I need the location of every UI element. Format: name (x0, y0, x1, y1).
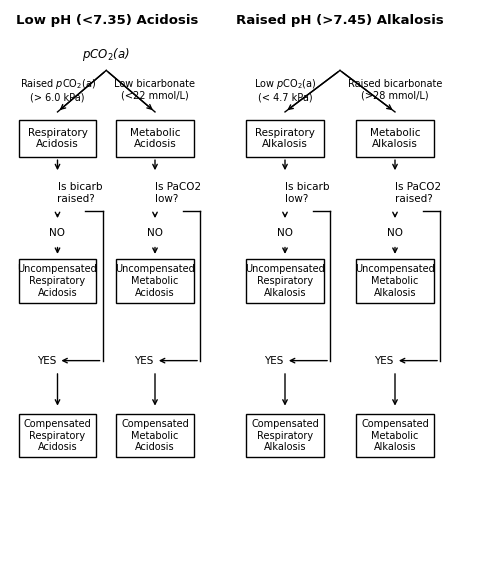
FancyBboxPatch shape (19, 260, 96, 302)
FancyBboxPatch shape (246, 120, 324, 157)
Text: Uncompensated
Metabolic
Acidosis: Uncompensated Metabolic Acidosis (115, 264, 195, 298)
Text: Is PaCO2
raised?: Is PaCO2 raised? (395, 182, 441, 204)
Text: Compensated
Metabolic
Alkalosis: Compensated Metabolic Alkalosis (361, 419, 429, 452)
Text: Respiratory
Acidosis: Respiratory Acidosis (28, 128, 88, 149)
Text: Raised $p$CO$_2$(a)
(> 6.0 kPa): Raised $p$CO$_2$(a) (> 6.0 kPa) (20, 77, 96, 102)
Text: NO: NO (387, 227, 403, 238)
FancyBboxPatch shape (116, 120, 194, 157)
FancyBboxPatch shape (246, 260, 324, 302)
Text: NO: NO (147, 227, 163, 238)
Text: Metabolic
Alkalosis: Metabolic Alkalosis (370, 128, 420, 149)
FancyBboxPatch shape (116, 414, 194, 457)
Text: Is PaCO2
low?: Is PaCO2 low? (155, 182, 201, 204)
FancyBboxPatch shape (19, 414, 96, 457)
Text: YES: YES (134, 355, 154, 366)
FancyBboxPatch shape (116, 260, 194, 302)
FancyBboxPatch shape (246, 414, 324, 457)
Text: NO: NO (277, 227, 293, 238)
Text: NO: NO (50, 227, 66, 238)
Text: Uncompensated
Respiratory
Alkalosis: Uncompensated Respiratory Alkalosis (245, 264, 325, 298)
Text: Uncompensated
Metabolic
Alkalosis: Uncompensated Metabolic Alkalosis (355, 264, 435, 298)
Text: Is bicarb
raised?: Is bicarb raised? (58, 182, 102, 204)
Text: Compensated
Respiratory
Acidosis: Compensated Respiratory Acidosis (24, 419, 92, 452)
FancyBboxPatch shape (356, 260, 434, 302)
Text: Raised pH (>7.45) Alkalosis: Raised pH (>7.45) Alkalosis (236, 14, 444, 27)
Text: Is bicarb
low?: Is bicarb low? (285, 182, 330, 204)
FancyBboxPatch shape (19, 120, 96, 157)
Text: YES: YES (374, 355, 394, 366)
Text: Uncompensated
Respiratory
Acidosis: Uncompensated Respiratory Acidosis (18, 264, 98, 298)
Text: Low $p$CO$_2$(a)
(< 4.7 kPa): Low $p$CO$_2$(a) (< 4.7 kPa) (254, 77, 316, 102)
Text: $p$CO$_2$(a): $p$CO$_2$(a) (82, 46, 130, 63)
Text: YES: YES (36, 355, 56, 366)
Text: Low pH (<7.35) Acidosis: Low pH (<7.35) Acidosis (16, 14, 198, 27)
Text: Compensated
Metabolic
Acidosis: Compensated Metabolic Acidosis (121, 419, 189, 452)
Text: Metabolic
Acidosis: Metabolic Acidosis (130, 128, 180, 149)
Text: YES: YES (264, 355, 283, 366)
FancyBboxPatch shape (356, 120, 434, 157)
Text: Compensated
Respiratory
Alkalosis: Compensated Respiratory Alkalosis (251, 419, 319, 452)
Text: Low bicarbonate
(<22 mmol/L): Low bicarbonate (<22 mmol/L) (114, 78, 196, 100)
Text: Raised bicarbonate
(>28 mmol/L): Raised bicarbonate (>28 mmol/L) (348, 78, 442, 100)
FancyBboxPatch shape (356, 414, 434, 457)
Text: Respiratory
Alkalosis: Respiratory Alkalosis (255, 128, 315, 149)
